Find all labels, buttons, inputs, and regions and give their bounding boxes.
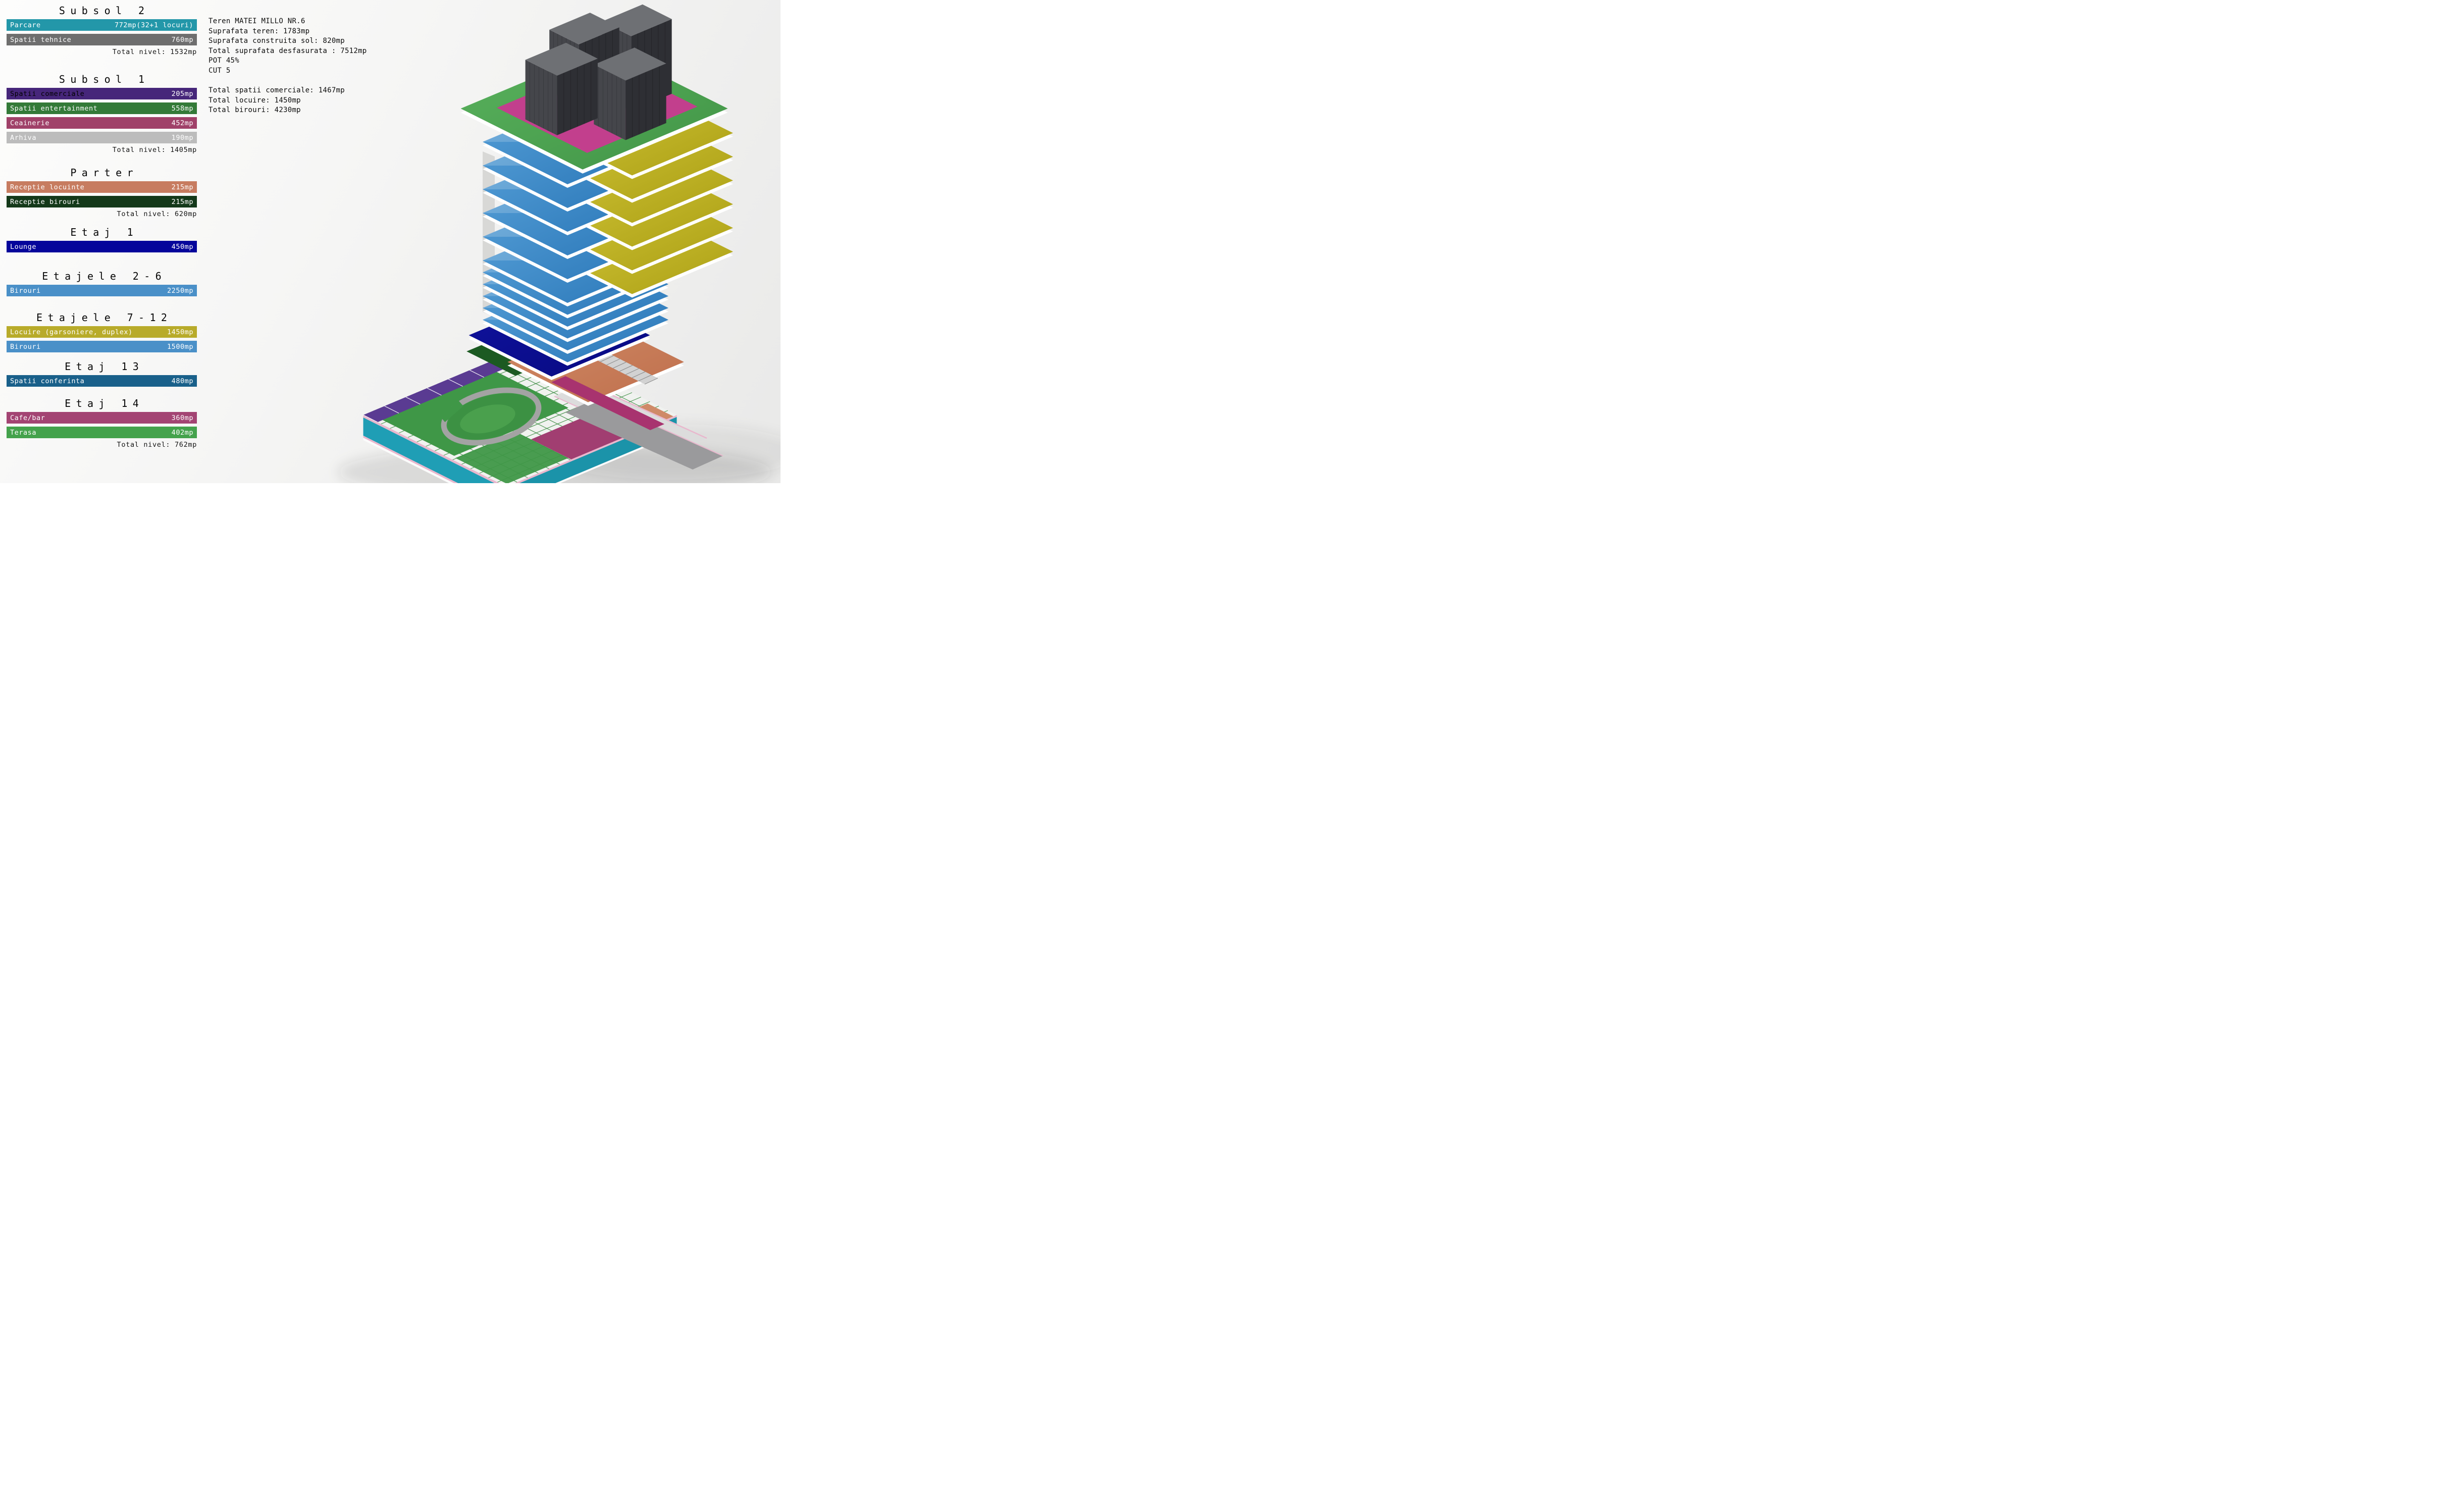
area-bar: Lounge 450mp (7, 241, 197, 252)
area-value: 450mp (171, 242, 193, 251)
area-label: Arhiva (10, 133, 37, 142)
section-title: Etaj 14 (65, 397, 144, 409)
level-section: Etajele 2-6 Birouri 2250mp (7, 270, 197, 299)
area-bar: Ceainerie 452mp (7, 117, 197, 129)
area-label: Spatii entertainment (10, 104, 98, 113)
area-value: 452mp (171, 119, 193, 127)
area-value: 215mp (171, 183, 193, 191)
level-section: Parter Receptie locuinte 215mp Receptie bir… (7, 166, 197, 218)
area-value: 558mp (171, 104, 193, 113)
area-label: Spatii conferinta (10, 377, 85, 385)
area-bar: Birouri 2250mp (7, 285, 197, 296)
project-parameters: Teren MATEI MILLO NR.6 Suprafata teren: 1… (209, 17, 367, 76)
section-total: Total nivel: 620mp (117, 210, 197, 218)
section-title: Parter (70, 167, 139, 179)
info-line: Total spatii comerciale: 1467mp (209, 86, 345, 95)
area-bar: Arhiva 190mp (7, 132, 197, 143)
section-title: Subsol 1 (59, 73, 150, 85)
info-line: Total suprafata desfasurata : 7512mp (209, 46, 367, 55)
level-section: Etajele 7-12 Locuire (garsoniere, duplex)… (7, 311, 197, 355)
area-label: Lounge (10, 242, 37, 251)
area-bar: Birouri 1500mp (7, 341, 197, 352)
area-value: 1450mp (167, 328, 193, 336)
building-axonometric-illustration (338, 4, 781, 483)
level-section: Etaj 1 Lounge 450mp (7, 226, 197, 255)
area-label: Receptie locuinte (10, 183, 85, 191)
section-total: Total nivel: 1405mp (112, 146, 197, 154)
area-label: Parcare (10, 21, 41, 29)
area-label: Locuire (garsoniere, duplex) (10, 328, 133, 336)
area-label: Birouri (10, 342, 41, 351)
area-value: 402mp (171, 428, 193, 437)
area-label: Spatii comerciale (10, 89, 85, 98)
area-bar: Receptie birouri 215mp (7, 196, 197, 207)
area-bar: Spatii entertainment 558mp (7, 102, 197, 114)
area-value: 2250mp (167, 286, 193, 295)
infographic-canvas: Subsol 2 Parcare 772mp(32+1 locuri) Spatii … (0, 0, 781, 483)
area-value: 1500mp (167, 342, 193, 351)
area-value: 760mp (171, 35, 193, 44)
area-bar: Spatii comerciale 205mp (7, 88, 197, 99)
info-line: Suprafata construita sol: 820mp (209, 37, 345, 45)
area-label: Cafe/bar (10, 413, 45, 422)
area-bar: Parcare 772mp(32+1 locuri) (7, 19, 197, 31)
level-section: Subsol 2 Parcare 772mp(32+1 locuri) Spatii … (7, 4, 197, 56)
info-line: Teren MATEI MILLO NR.6 (209, 17, 305, 25)
program-totals: Total spatii comerciale: 1467mp Total loc… (209, 86, 367, 116)
rooftop-towers (525, 4, 672, 140)
area-value: 215mp (171, 197, 193, 206)
area-value: 480mp (171, 377, 193, 385)
area-bar: Spatii conferinta 480mp (7, 375, 197, 387)
project-info-block: Teren MATEI MILLO NR.6 Suprafata teren: 1… (209, 17, 367, 116)
area-label: Receptie birouri (10, 197, 80, 206)
section-total: Total nivel: 762mp (117, 441, 197, 449)
area-label: Ceainerie (10, 119, 50, 127)
area-value: 772mp(32+1 locuri) (114, 21, 193, 29)
section-title: Etajele 7-12 (36, 311, 173, 324)
area-value: 205mp (171, 89, 193, 98)
area-bar: Locuire (garsoniere, duplex) 1450mp (7, 326, 197, 338)
area-bar: Spatii tehnice 760mp (7, 34, 197, 45)
area-bar: Receptie locuinte 215mp (7, 181, 197, 193)
area-label: Terasa (10, 428, 37, 437)
area-value: 360mp (171, 413, 193, 422)
info-line: POT 45% (209, 57, 239, 65)
area-bar: Cafe/bar 360mp (7, 412, 197, 424)
floor-plates (483, 76, 733, 366)
level-section: Etaj 14 Cafe/bar 360mp Terasa 402mp Total niv… (7, 397, 197, 449)
info-line: Suprafata teren: 1783mp (209, 27, 310, 35)
section-total: Total nivel: 1532mp (112, 48, 197, 56)
courtyard-ring (440, 387, 542, 446)
info-line: CUT 5 (209, 66, 231, 75)
info-line: Total birouri: 4230mp (209, 106, 301, 115)
area-label: Spatii tehnice (10, 35, 72, 44)
section-title: Etajele 2-6 (42, 270, 167, 282)
section-title: Etaj 1 (70, 226, 139, 238)
area-value: 190mp (171, 133, 193, 142)
area-label: Birouri (10, 286, 41, 295)
info-line: Total locuire: 1450mp (209, 96, 301, 105)
level-section: Etaj 13 Spatii conferinta 480mp (7, 360, 197, 390)
section-title: Subsol 2 (59, 5, 150, 17)
section-title: Etaj 13 (65, 360, 144, 373)
level-section: Subsol 1 Spatii comerciale 205mp Spatii ent… (7, 73, 197, 154)
area-bar: Terasa 402mp (7, 427, 197, 438)
